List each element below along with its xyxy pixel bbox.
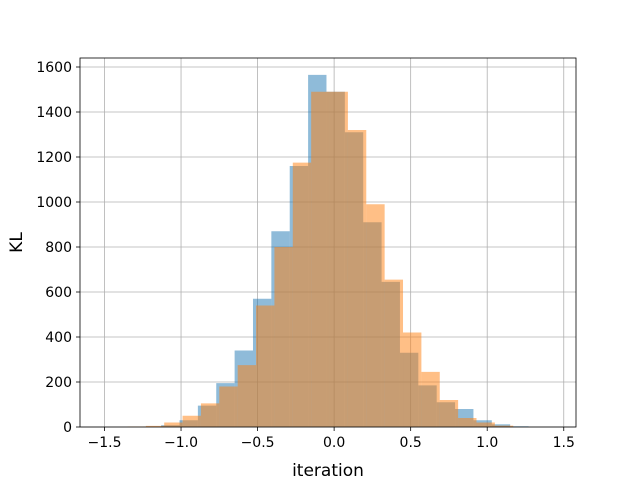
histogram-bar-series-2 [274,247,293,427]
histogram-bar-series-2 [403,332,422,427]
axis-ticks: −1.5 −1.0 −0.5 0.0 0.5 1.0 1.5 0 200 400 600 800 100… [36,60,575,451]
y-tick-label: 800 [45,240,72,256]
y-tick-label: 600 [45,285,72,301]
x-tick-label: 0.0 [323,435,345,451]
x-tick-label: −0.5 [241,435,275,451]
x-tick-label: 1.0 [476,435,498,451]
histogram-bar-series-2 [311,91,330,427]
histogram-bar-series-2 [439,400,459,427]
y-tick-label: 0 [63,420,72,436]
histogram-bar-series-2 [421,371,440,427]
y-tick-label: 1400 [36,105,72,121]
plot-frame [79,57,577,428]
histogram-bar-series-2 [182,415,201,427]
y-axis-label: KL [7,232,27,253]
x-tick-label: −1.5 [87,435,121,451]
x-tick-label: −1.0 [164,435,198,451]
histogram-bar-series-2 [164,422,183,427]
histogram-bar-series-2 [476,422,495,427]
histogram-bar-series-2 [494,425,514,427]
histogram-bars [127,74,529,427]
histogram-bar-series-2 [145,425,165,427]
y-tick-label: 1000 [36,195,72,211]
y-tick-label: 1200 [36,150,72,166]
x-axis-label: iteration [292,461,364,480]
y-tick-label: 1600 [36,60,72,76]
x-tick-label: 1.5 [553,435,575,451]
histogram-bar-series-2 [219,386,238,427]
y-tick-label: 200 [45,375,72,391]
histogram-bar-series-2 [347,130,367,427]
histogram-bar-series-2 [366,204,385,427]
histogram-bar-series-2 [458,418,477,427]
histogram-bar-series-2 [237,365,257,427]
x-tick-label: 0.5 [400,435,422,451]
histogram-bar-series-2 [256,305,275,427]
histogram-bar-series-2 [329,91,348,427]
histogram-bar-series-2 [384,279,404,427]
y-tick-label: 400 [45,330,72,346]
histogram-bar-series-2 [292,162,312,427]
histogram-bar-series-2 [200,403,220,427]
